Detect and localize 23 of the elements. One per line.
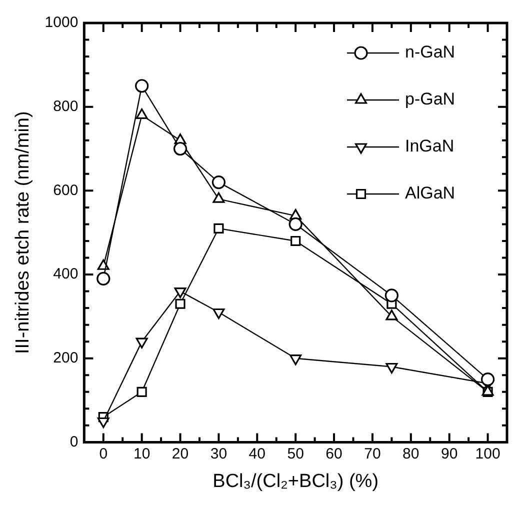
x-axis-title: BCl₃/(Cl₂+BCl₃) (%): [212, 470, 379, 492]
x-tick-label: 40: [248, 445, 266, 462]
x-tick-label: 100: [475, 445, 500, 462]
y-tick-label: 800: [53, 98, 78, 115]
legend-label: n-GaN: [405, 42, 456, 62]
x-tick-label: 20: [172, 445, 189, 462]
y-tick-label: 400: [53, 266, 78, 283]
legend-label: AlGaN: [405, 184, 456, 203]
y-tick-label: 0: [70, 433, 78, 450]
y-axis-title: III-nitrides etch rate (nm/min): [12, 111, 34, 354]
x-tick-label: 70: [364, 445, 381, 462]
x-tick-label: 0: [99, 445, 108, 462]
x-tick-label: 80: [402, 445, 420, 462]
y-tick-label: 200: [53, 350, 78, 366]
x-tick-label: 60: [326, 445, 342, 462]
x-tick-label: 30: [210, 445, 228, 462]
y-tick-label: 600: [53, 182, 78, 199]
x-tick-label: 10: [133, 445, 150, 462]
x-tick-label: 50: [287, 445, 304, 462]
legend-label: InGaN: [405, 136, 454, 156]
x-tick-label: 90: [440, 445, 458, 462]
y-tick-label: 1000: [44, 14, 78, 32]
legend-label: p-GaN: [405, 90, 456, 109]
